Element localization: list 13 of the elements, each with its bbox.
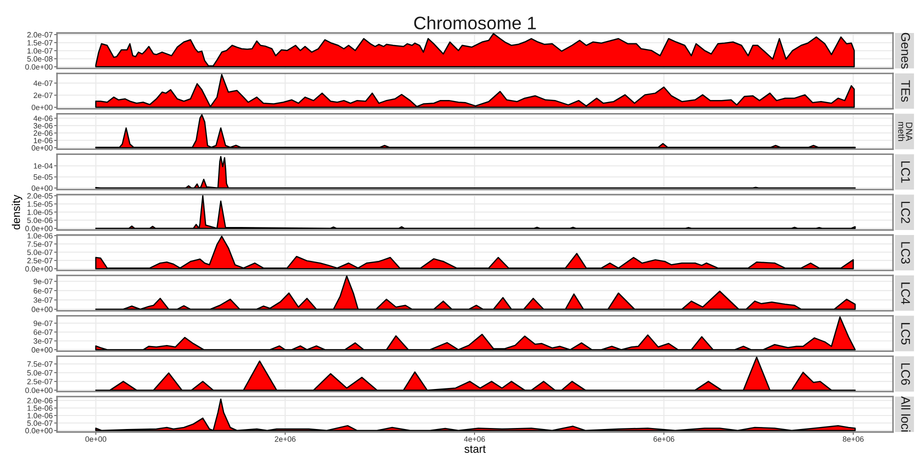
chart-title: Chromosome 1 <box>414 16 536 30</box>
text: LC4 <box>901 282 910 304</box>
text: TEs <box>901 80 910 102</box>
text: Genes <box>901 32 910 69</box>
text: LC2 <box>901 202 910 224</box>
text: LC5 <box>901 323 910 344</box>
x-axis-title: start <box>464 446 486 453</box>
y-axis-title: density <box>12 194 22 230</box>
text: LC3 <box>901 242 910 264</box>
text: LC1 <box>901 161 910 183</box>
text: LC6 <box>901 363 910 385</box>
text: All loci <box>901 396 910 432</box>
text: DNA meth <box>898 122 912 142</box>
